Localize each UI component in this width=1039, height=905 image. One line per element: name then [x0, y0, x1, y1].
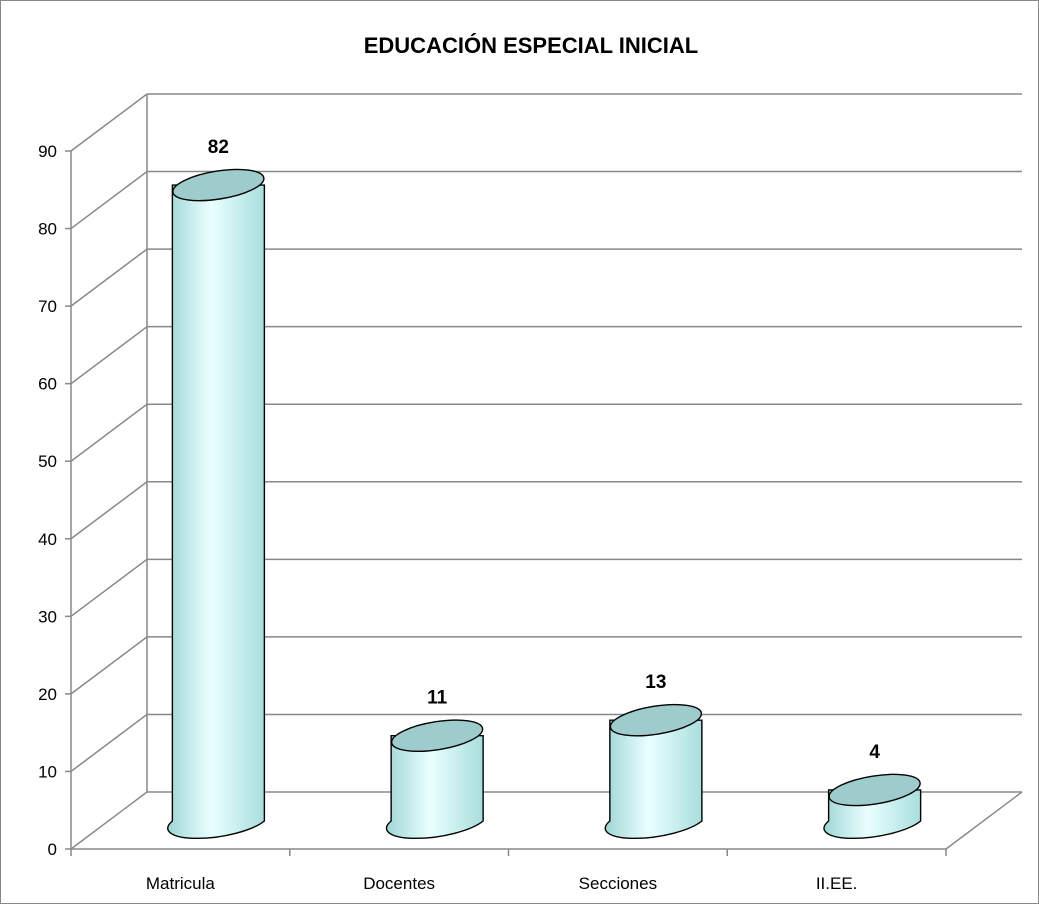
data-label: 4	[869, 742, 880, 763]
bar	[385, 719, 484, 840]
labels-layer: 0 10 20 30 40 50 60 70 80 90 82 Matricula 11 Docentes…	[38, 137, 880, 893]
bar	[604, 703, 703, 840]
axis-layer	[65, 150, 1023, 856]
bar-body	[385, 734, 484, 840]
gridline-diagonal	[70, 403, 148, 462]
bar-top	[390, 719, 484, 752]
floor-edge	[945, 791, 1023, 850]
bar	[823, 773, 922, 840]
gridline-diagonal	[70, 326, 148, 385]
bar-top	[609, 703, 703, 737]
y-tick-label: 80	[38, 220, 57, 239]
gridline-diagonal	[70, 248, 148, 307]
gridline-diagonal	[70, 713, 148, 773]
gridline-diagonal	[70, 636, 148, 695]
data-label: 13	[645, 672, 666, 693]
bar-top	[172, 168, 265, 202]
bar	[167, 168, 266, 840]
chart-title: EDUCACIÓN ESPECIAL INICIAL	[364, 33, 699, 58]
gridline-diagonal	[70, 93, 148, 152]
category-label: Secciones	[579, 874, 657, 893]
y-tick-label: 0	[48, 840, 57, 859]
y-tick-label: 50	[38, 452, 57, 471]
data-label: 82	[208, 137, 229, 158]
gridline-diagonal	[70, 170, 148, 230]
y-tick-label: 70	[38, 297, 57, 316]
y-tick-label: 20	[38, 685, 57, 704]
y-tick-label: 90	[38, 142, 57, 161]
grid-layer	[70, 93, 1022, 850]
bar-top	[828, 773, 921, 807]
y-tick-label: 60	[38, 375, 57, 394]
y-tick-label: 30	[38, 607, 57, 626]
gridline-diagonal	[70, 558, 148, 617]
y-tick-label: 40	[38, 530, 57, 549]
gridline-diagonal	[70, 791, 148, 850]
category-label: II.EE.	[816, 874, 858, 893]
category-label: Matricula	[146, 874, 216, 893]
bar-body	[167, 184, 266, 840]
category-label: Docentes	[363, 874, 435, 893]
bars-layer	[167, 168, 922, 840]
y-tick-label: 10	[38, 762, 57, 781]
bar-body	[604, 719, 703, 840]
gridline-diagonal	[70, 481, 148, 540]
data-label: 11	[427, 688, 448, 709]
